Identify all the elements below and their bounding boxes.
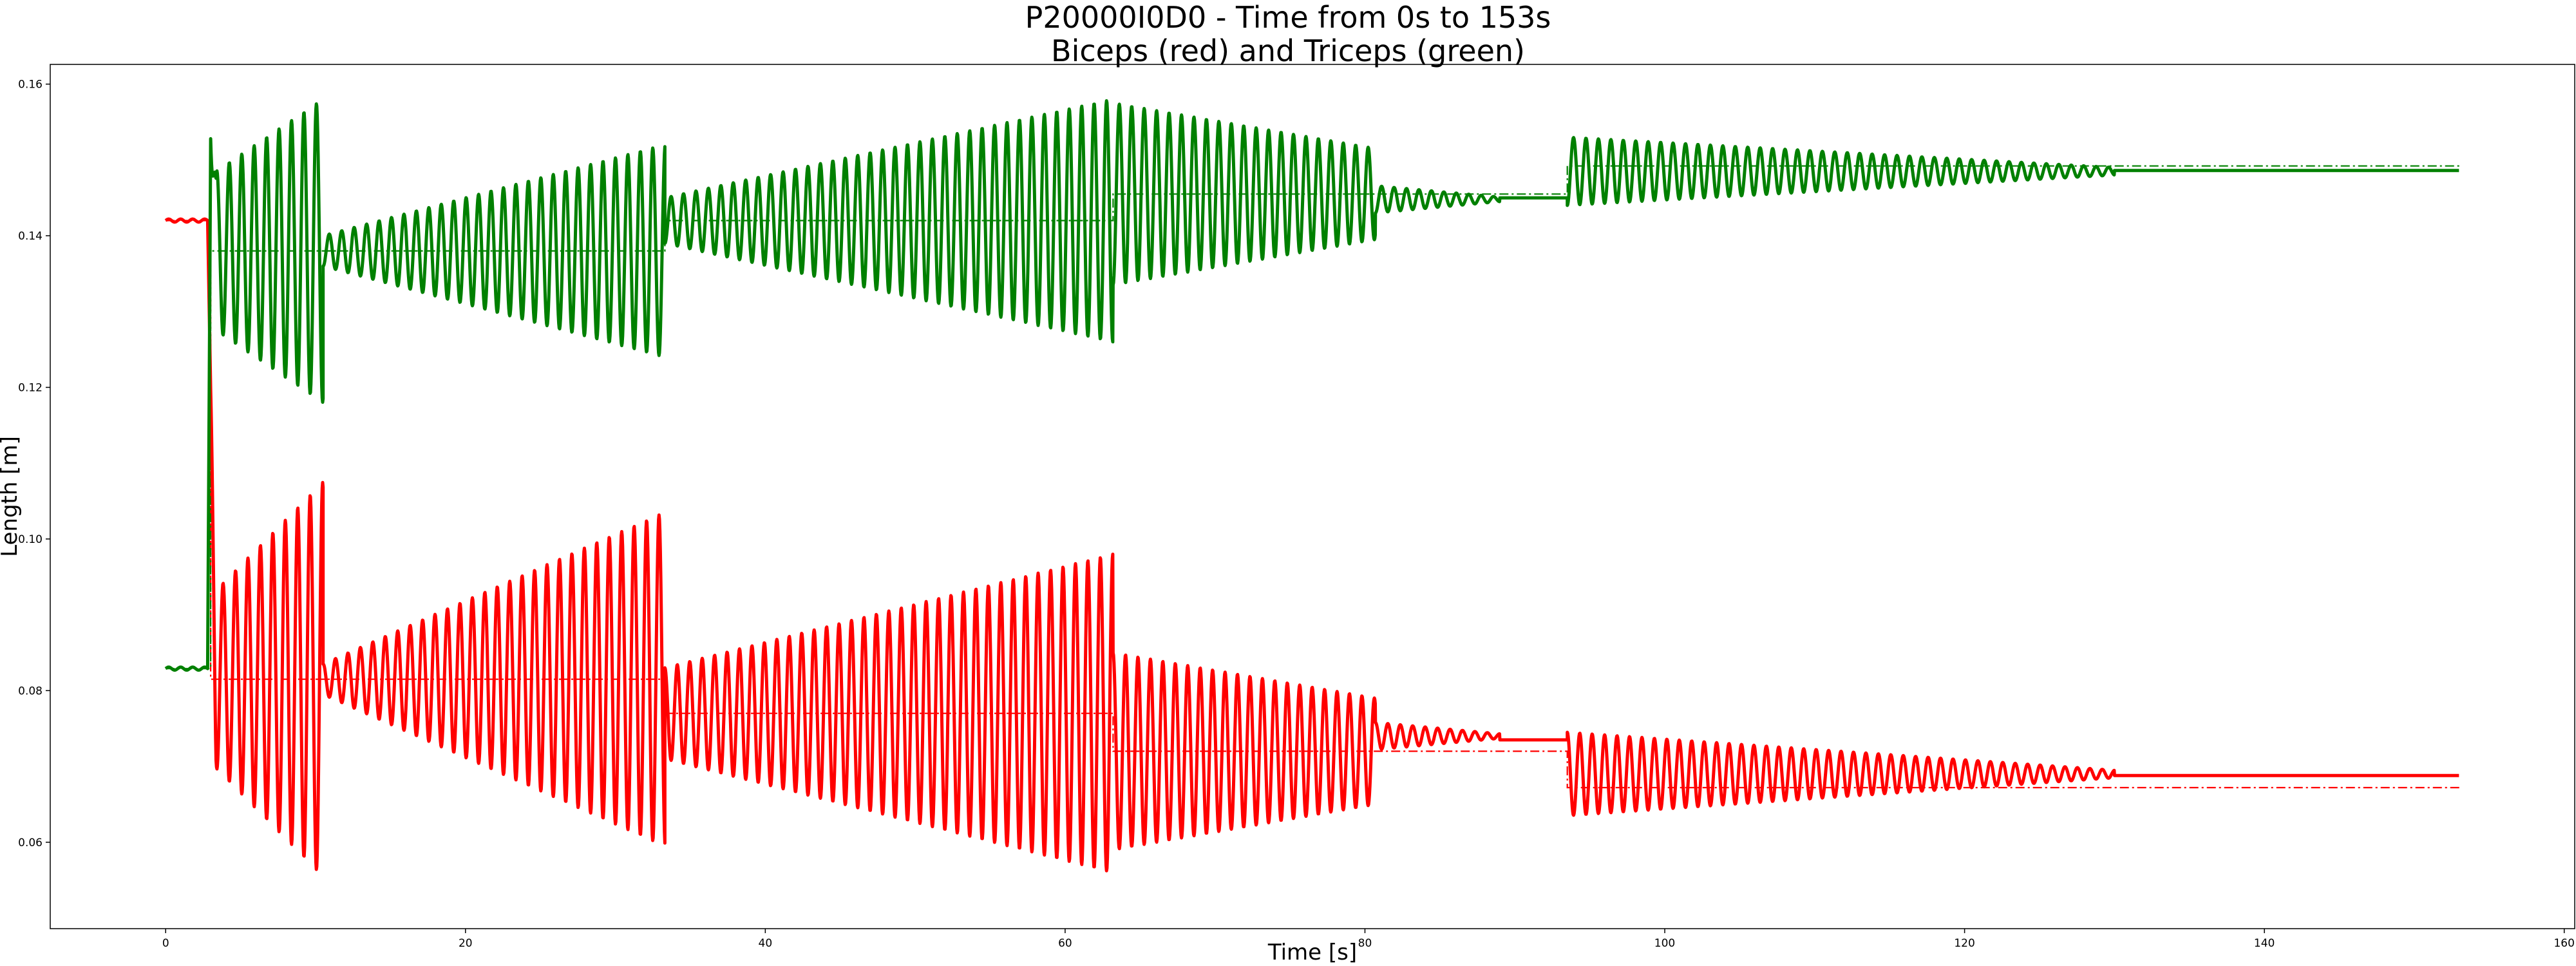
biceps-series-line [164, 217, 2461, 873]
chart-title: P20000I0D0 - Time from 0s to 153s [1025, 0, 1551, 35]
y-tick-label: 0.06 [18, 837, 43, 849]
x-tick-label: 80 [1358, 937, 1372, 950]
x-axis-label: Time [s] [1267, 940, 1357, 965]
y-tick-label: 0.08 [18, 685, 43, 697]
triceps-series-line [164, 99, 2461, 672]
x-tick-label: 140 [2254, 937, 2275, 950]
x-tick-label: 40 [759, 937, 773, 950]
y-tick-label: 0.10 [18, 533, 43, 546]
x-tick-label: 60 [1058, 937, 1072, 950]
y-axis-ticks: 0.06 0.08 0.10 0.12 0.14 0.16 [18, 79, 50, 849]
x-tick-label: 120 [1954, 937, 1975, 950]
x-tick-label: 0 [162, 937, 169, 950]
x-tick-label: 160 [2553, 937, 2574, 950]
data-series [164, 99, 2461, 873]
y-tick-label: 0.12 [18, 381, 43, 394]
plot-area-frame [50, 64, 2575, 929]
triceps-reference-line [166, 165, 2459, 670]
y-tick-label: 0.16 [18, 79, 43, 91]
y-axis-label: Length [m] [0, 436, 23, 557]
y-tick-label: 0.14 [18, 230, 43, 243]
x-axis-ticks: 0 20 40 60 80 100 120 140 160 [162, 929, 2575, 950]
chart-subtitle: Biceps (red) and Triceps (green) [1051, 33, 1525, 68]
x-tick-label: 100 [1654, 937, 1675, 950]
x-tick-label: 20 [459, 937, 473, 950]
